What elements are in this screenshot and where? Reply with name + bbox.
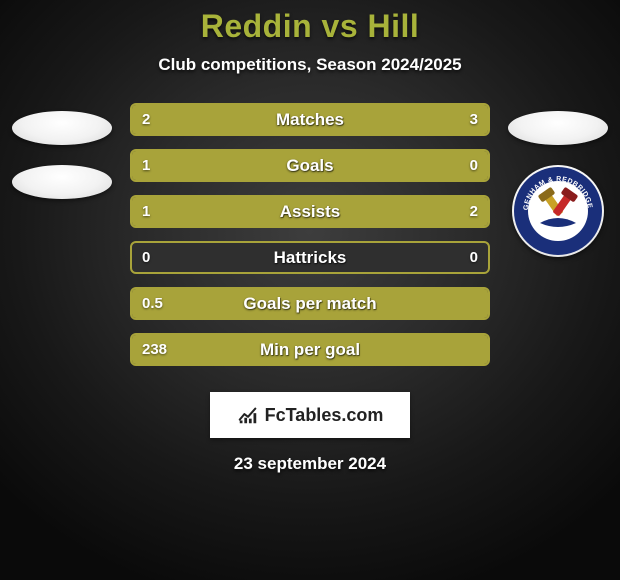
stat-row: 0 0Hattricks [130,241,490,274]
stat-row: 10Goals [130,149,490,182]
stat-row: 238Min per goal [130,333,490,366]
right-club-badge: DAGENHAM & REDBRIDGE FC · 1992 · [512,165,604,257]
comparison-title: Reddin vs Hill [201,8,420,45]
comparison-subtitle: Club competitions, Season 2024/2025 [158,55,461,75]
stat-label: Hattricks [132,243,488,272]
stat-fill-left [132,105,274,134]
stat-fill-left [132,197,249,226]
stat-fill-right [249,197,488,226]
stat-value-left: 0 [142,243,150,272]
left-player-placeholder [12,111,112,145]
chart-icon [237,404,259,426]
stat-fill-left [132,335,488,364]
date-text: 23 september 2024 [234,454,386,474]
stat-value-right: 0 [470,243,478,272]
club-crest-icon: DAGENHAM & REDBRIDGE FC · 1992 · [512,165,604,257]
right-player-placeholder [508,111,608,145]
comparison-body: 23Matches 10Goals 12Assists 0 0Hattricks 0.5G… [0,103,620,366]
right-side: DAGENHAM & REDBRIDGE FC · 1992 · [508,103,608,257]
stat-row: 0.5Goals per match [130,287,490,320]
watermark-text: FcTables.com [265,405,384,426]
watermark: FcTables.com [210,392,410,438]
left-club-placeholder [12,165,112,199]
stat-row: 12Assists [130,195,490,228]
stat-row: 23Matches [130,103,490,136]
left-side [12,103,112,199]
stat-fill-left [132,289,488,318]
stat-fill-right [274,105,488,134]
stat-bars: 23Matches 10Goals 12Assists 0 0Hattricks 0.5G… [130,103,490,366]
stat-fill-left [132,151,488,180]
